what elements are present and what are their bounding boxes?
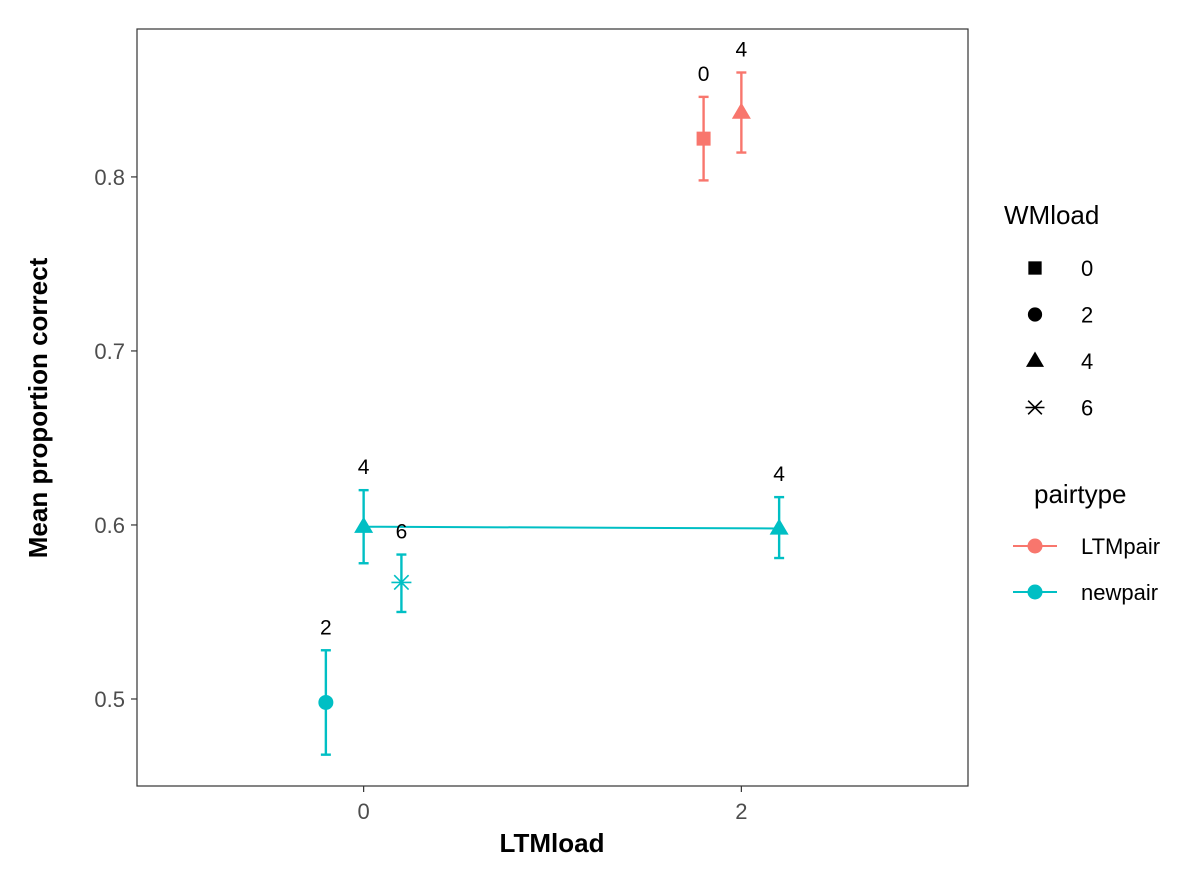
data-point-newpair [391,574,412,591]
legend-wmload-label: 0 [1081,256,1093,281]
legend-key-circle-icon [1027,584,1043,600]
y-axis: 0.5 0.6 0.7 0.8 [94,165,137,712]
y-tick-label: 0.5 [94,687,125,712]
point-label: 0 [698,63,710,86]
series-line-newpair [363,525,780,530]
legend-pairtype-title: pairtype [1034,479,1127,509]
point-label: 4 [736,39,748,62]
y-tick-label: 0.7 [94,339,125,364]
point-labels: 0 4 2 4 6 4 [320,39,785,640]
legend-wmload-label: 2 [1081,303,1093,328]
data-points [318,102,789,710]
legend-key-triangle-icon [1025,351,1045,367]
legend-key-circle-icon [1027,307,1043,322]
legend-wmload-label: 4 [1081,349,1093,374]
legend-pairtype-label: newpair [1081,580,1158,605]
point-label: 4 [358,456,370,479]
legend-wmload-label: 6 [1081,396,1093,421]
legend-key-circle-icon [1027,538,1043,554]
x-tick-label: 0 [358,799,370,824]
point-label: 2 [320,616,332,639]
data-point-newpair [354,516,374,533]
y-axis-title: Mean proportion correct [23,257,53,558]
plot-panel [136,28,969,787]
data-point-newpair [769,518,789,535]
legend-pairtype-label: LTMpair [1081,534,1160,559]
y-tick-label: 0.6 [94,513,125,538]
series-lines [363,525,780,530]
data-point-ltmpair [696,131,711,146]
legend-wmload: WMload 0 2 4 6 [1004,200,1099,421]
y-tick-label: 0.8 [94,165,125,190]
x-axis-title: LTMload [500,828,605,858]
legend-wmload-title: WMload [1004,200,1099,230]
point-label: 4 [773,463,785,486]
point-label: 6 [396,521,408,544]
data-point-ltmpair [731,102,751,119]
legend-pairtype: pairtype LTMpair newpair [1013,479,1160,605]
legend-key-asterisk-icon [1025,400,1045,415]
data-point-newpair [318,694,334,710]
legend-key-square-icon [1028,261,1042,275]
x-tick-label: 2 [735,799,747,824]
